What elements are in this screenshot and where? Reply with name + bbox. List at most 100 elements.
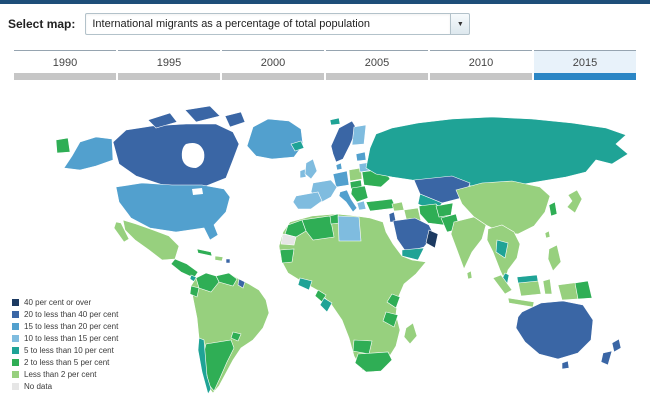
legend-label: 20 to less than 40 per cent [24, 309, 119, 319]
map-region-greece[interactable] [356, 200, 367, 211]
map-region-united-kingdom[interactable] [304, 158, 318, 180]
map-region-western-sahara[interactable] [280, 233, 297, 246]
map-region-russia[interactable] [365, 116, 629, 188]
map-region-korea[interactable] [548, 201, 558, 217]
map-region-ivory-coast-ghana[interactable] [297, 277, 313, 291]
map-region-afghanistan[interactable] [435, 202, 454, 218]
map-dropdown-value[interactable]: International migrants as a percentage o… [85, 13, 452, 35]
map-region-germany[interactable] [332, 170, 350, 188]
map-region-australia[interactable] [515, 300, 594, 360]
timeline-year-2015[interactable]: 2015 [534, 50, 636, 80]
map-region-morocco[interactable] [284, 219, 307, 238]
map-region-south-africa[interactable] [354, 351, 393, 373]
map-region-guyana[interactable] [237, 278, 246, 289]
map-region-arctic-island-3[interactable] [224, 111, 246, 128]
map-dropdown-button[interactable]: ▼ [451, 13, 471, 35]
timeline-year-1995[interactable]: 1995 [118, 50, 220, 80]
map-region-arctic-island-2[interactable] [184, 105, 221, 123]
map-region-iberia[interactable] [292, 191, 323, 210]
timeline-year-2010[interactable]: 2010 [430, 50, 532, 80]
map-region-new-zealand-north[interactable] [611, 338, 622, 353]
map-region-papua-new-guinea[interactable] [574, 280, 593, 300]
map-region-sulawesi[interactable] [542, 278, 553, 295]
map-selector-row: Select map: International migrants as a … [0, 4, 650, 40]
timeline-year-1990[interactable]: 1990 [14, 50, 116, 80]
map-region-syria[interactable] [391, 201, 405, 212]
legend-swatch [12, 310, 19, 318]
top-accent-bar [0, 0, 650, 4]
map-region-greenland[interactable] [246, 118, 304, 160]
map-region-norway-sweden[interactable] [330, 120, 358, 163]
map-region-hispaniola[interactable] [214, 255, 224, 262]
map-region-malaysia-borneo[interactable] [516, 274, 539, 284]
timeline-year-bar[interactable] [14, 73, 116, 80]
map-region-sumatra[interactable] [492, 274, 513, 295]
map-region-india[interactable] [450, 216, 487, 270]
timeline-year-label: 2005 [364, 57, 390, 69]
legend-swatch [12, 346, 19, 354]
map-dropdown[interactable]: International migrants as a percentage o… [85, 13, 471, 35]
map-region-oman-uae[interactable] [425, 229, 439, 249]
map-region-philippines[interactable] [547, 244, 562, 272]
timeline-year-label: 2015 [572, 57, 598, 69]
map-region-turkey[interactable] [365, 198, 397, 212]
map-region-arctic-island-1[interactable] [147, 112, 178, 129]
map-region-alaska[interactable] [63, 136, 114, 171]
timeline-year-2005[interactable]: 2005 [326, 50, 428, 80]
map-region-yemen[interactable] [401, 247, 425, 261]
map-region-central-america[interactable] [170, 258, 199, 279]
map-region-japan[interactable] [566, 189, 583, 214]
map-region-italy[interactable] [338, 189, 358, 213]
map-region-kenya-uganda[interactable] [386, 293, 401, 309]
map-region-java[interactable] [507, 297, 535, 308]
map-region-poland[interactable] [348, 167, 363, 182]
map-region-iceland[interactable] [290, 140, 305, 152]
timeline-year-bar[interactable] [534, 73, 636, 80]
map-region-puerto-rico[interactable] [225, 258, 231, 264]
map-region-balkans[interactable] [350, 185, 369, 203]
legend-swatch [12, 334, 19, 342]
legend-label: 15 to less than 20 per cent [24, 321, 119, 331]
map-region-tasmania[interactable] [561, 360, 570, 370]
map-region-chile[interactable] [197, 337, 212, 395]
map-region-thailand[interactable] [495, 239, 509, 259]
map-region-usa[interactable] [115, 182, 231, 241]
map-region-ireland[interactable] [299, 168, 307, 179]
legend-item: 40 per cent or over [12, 297, 118, 307]
map-region-tanzania[interactable] [382, 311, 399, 328]
select-map-label: Select map: [8, 17, 76, 31]
map-area: 40 per cent or over 20 to less than 40 pe… [0, 82, 650, 402]
legend-label: 5 to less than 10 per cent [24, 345, 114, 355]
map-region-baja-california[interactable] [113, 221, 130, 243]
map-region-canada[interactable] [112, 123, 240, 191]
timeline-year-bar[interactable] [222, 73, 324, 80]
map-region-denmark[interactable] [335, 162, 343, 171]
map-region-libya[interactable] [337, 215, 362, 242]
map-region-svalbard[interactable] [329, 117, 341, 126]
chevron-down-icon: ▼ [456, 20, 464, 28]
map-region-baltic-states[interactable] [355, 151, 367, 162]
map-region-taiwan[interactable] [544, 230, 551, 239]
timeline-year-bar[interactable] [326, 73, 428, 80]
map-region-gabon-congo[interactable] [319, 297, 333, 313]
map-region-paraguay[interactable] [230, 331, 242, 342]
timeline-year-bar[interactable] [430, 73, 532, 80]
map-region-tunisia[interactable] [329, 213, 340, 225]
map-region-sri-lanka[interactable] [466, 270, 473, 280]
map-region-cuba[interactable] [196, 248, 213, 257]
map-region-finland[interactable] [351, 124, 367, 146]
map-region-bering-island[interactable] [55, 137, 71, 154]
legend-label: 40 per cent or over [24, 297, 92, 307]
legend-swatch [12, 370, 19, 378]
map-region-algeria[interactable] [301, 215, 335, 241]
timeline: 1990 1995 2000 2005 2010 2015 [13, 50, 637, 80]
map-region-hudson-bay [181, 143, 205, 168]
map-region-madagascar[interactable] [403, 322, 418, 345]
map-region-new-zealand-south[interactable] [600, 350, 613, 366]
map-region-senegal-guinea[interactable] [279, 248, 295, 264]
legend-item: 2 to less than 5 per cent [12, 358, 118, 367]
timeline-year-2000[interactable]: 2000 [222, 50, 324, 80]
map-region-ecuador[interactable] [189, 285, 200, 298]
timeline-year-bar[interactable] [118, 73, 220, 80]
timeline-year-label: 2010 [468, 57, 494, 69]
